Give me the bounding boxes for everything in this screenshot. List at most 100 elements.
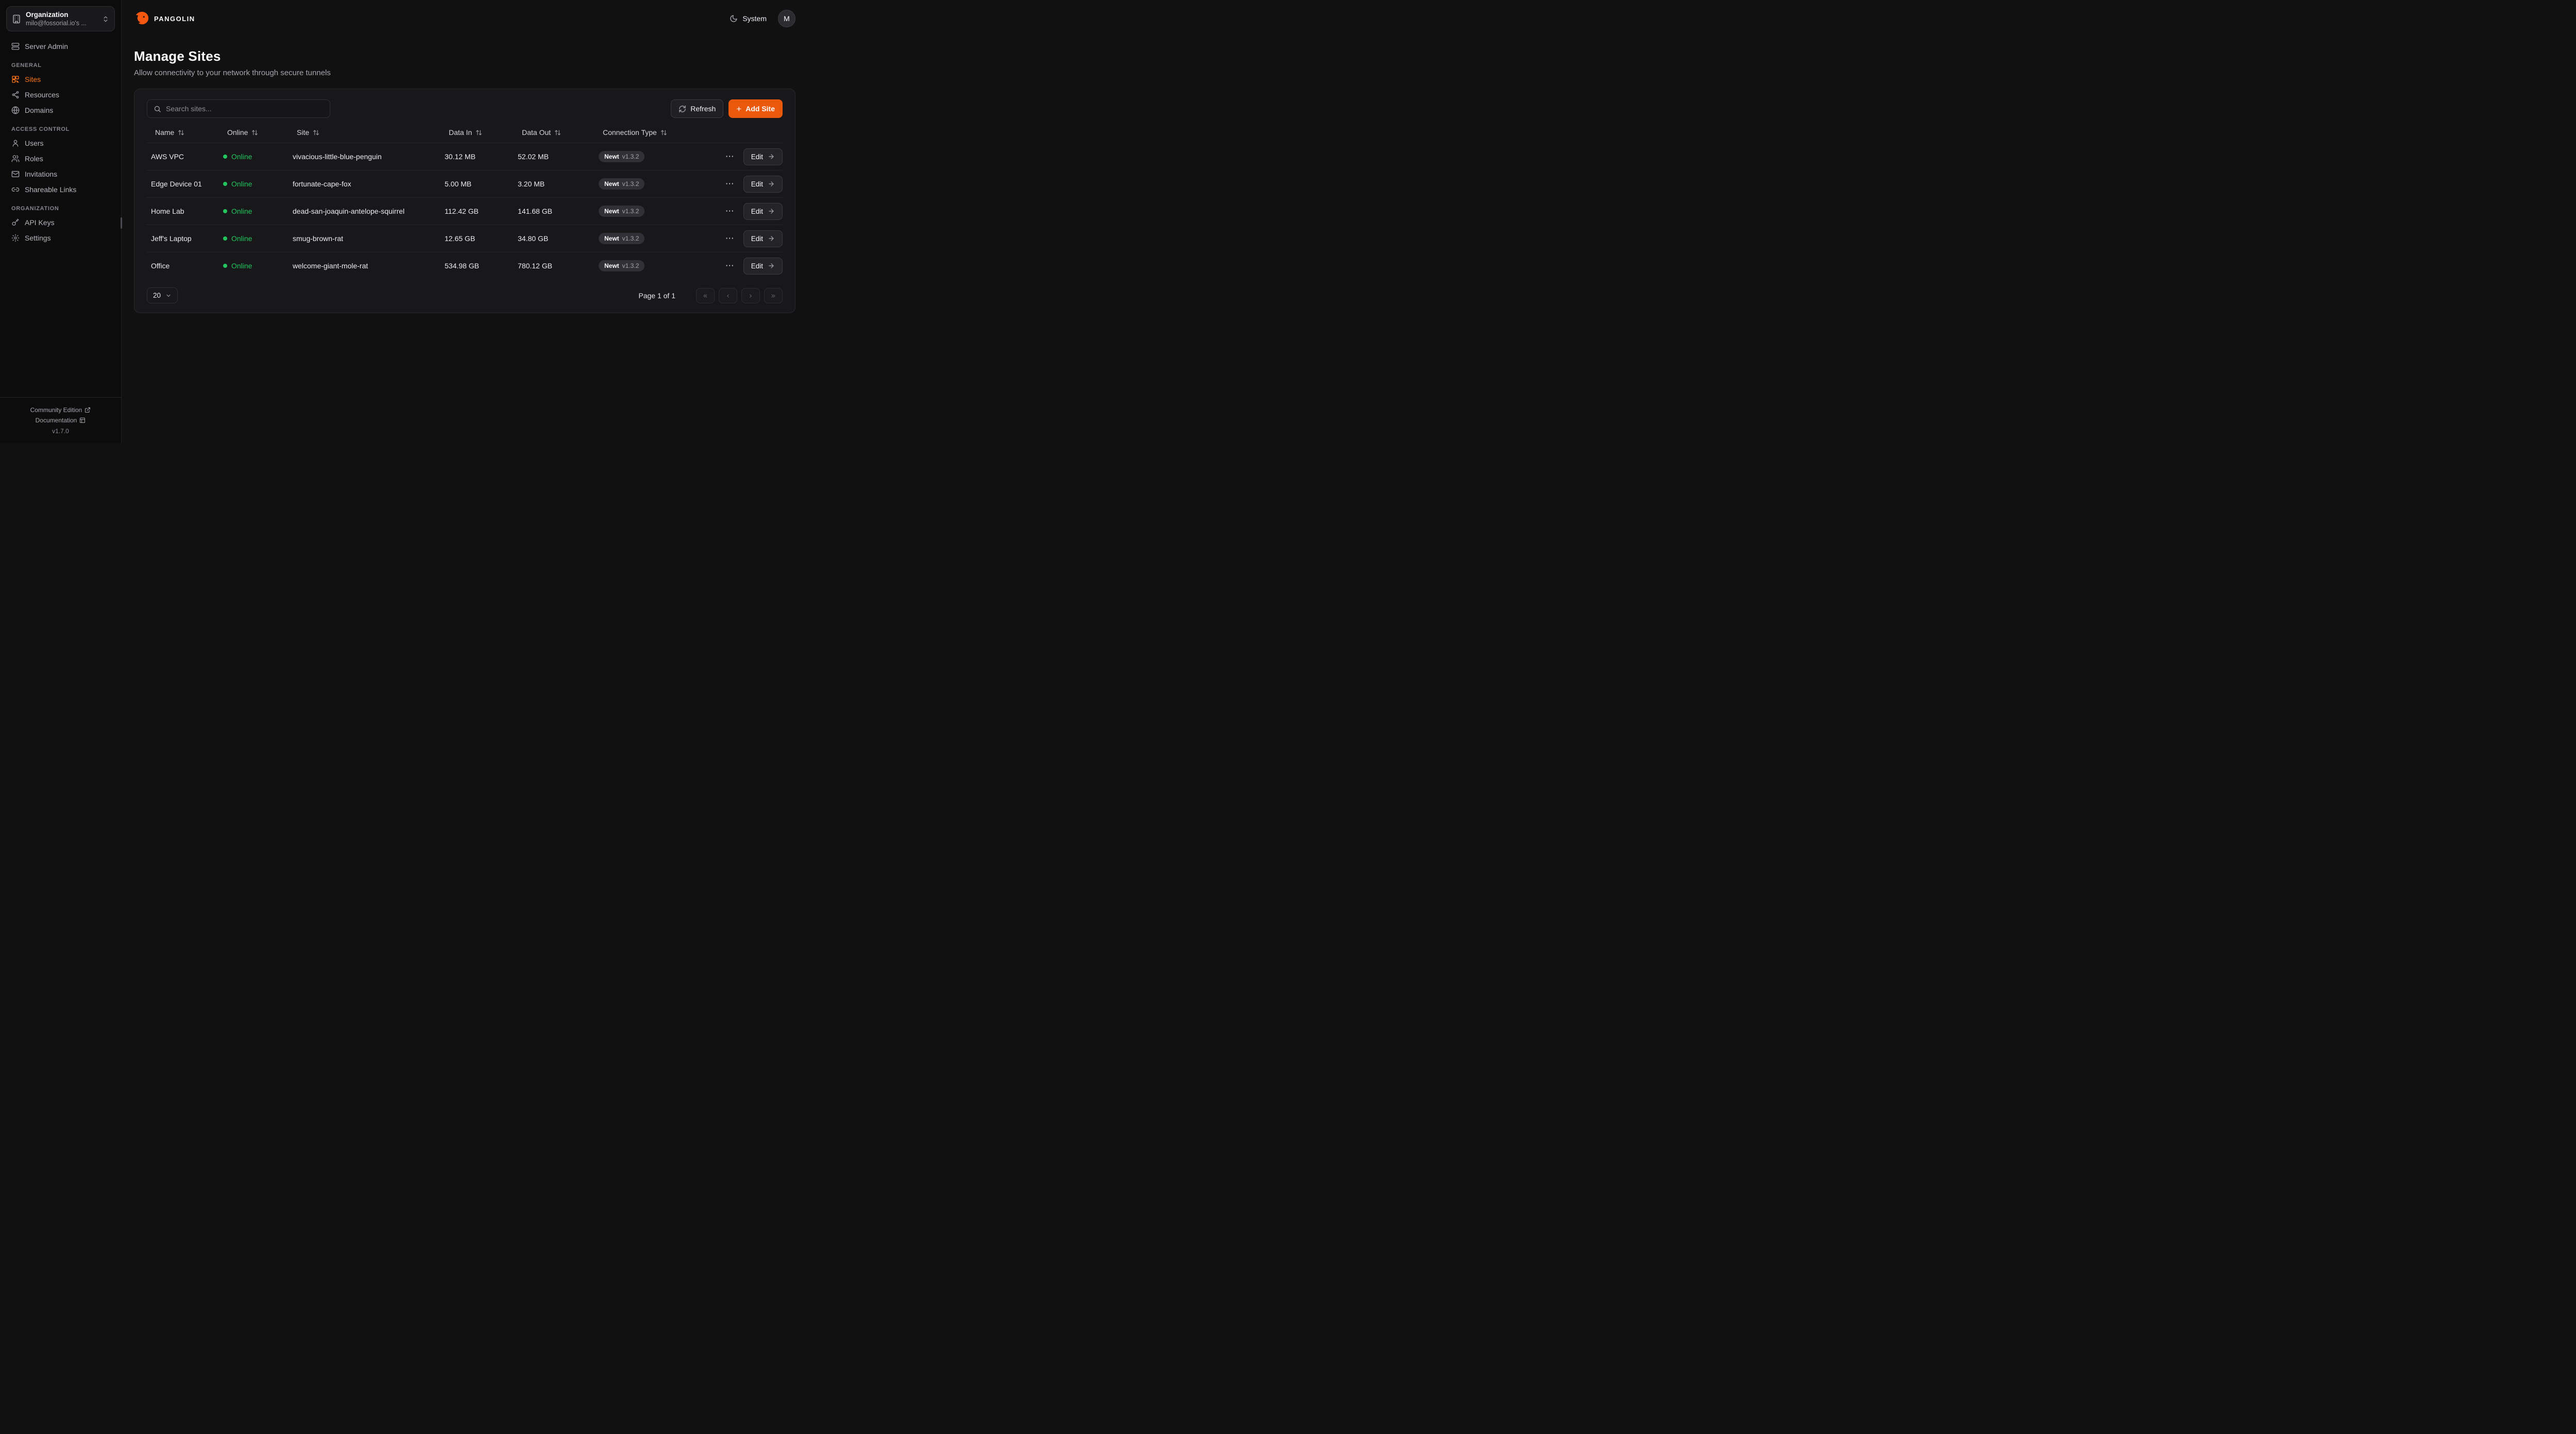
first-page-button[interactable]: « [696,287,715,303]
column-header-online[interactable]: Online [219,128,289,136]
edit-button[interactable]: Edit [743,202,783,220]
chevrons-up-down-icon [102,15,109,23]
search-icon [154,105,161,113]
sidebar-item-users[interactable]: Users [6,135,115,151]
connection-type-cell: Newt v1.3.2 [595,233,718,244]
sidebar-item-label: Shareable Links [25,185,77,194]
row-menu-button[interactable]: ⋯ [723,260,736,272]
pager-buttons: « ‹ › » [696,287,783,303]
gear-icon [11,234,20,242]
online-dot-icon [223,236,227,241]
column-header-data-in[interactable]: Data In [440,128,514,136]
connection-version: v1.3.2 [622,208,639,215]
connection-name: Newt [604,153,619,160]
page-size-select[interactable]: 20 [147,287,178,303]
sidebar-nav: Server Admin GENERAL Sites Resources Dom… [0,38,121,246]
sites-card: Refresh + Add Site Name Online Site [134,89,795,313]
avatar[interactable]: M [778,10,795,27]
column-header-name[interactable]: Name [147,128,219,136]
theme-label: System [742,14,767,23]
sidebar-item-domains[interactable]: Domains [6,103,115,118]
refresh-button[interactable]: Refresh [671,99,724,118]
sidebar-item-settings[interactable]: Settings [6,230,115,246]
site-status: Online [219,234,289,243]
mail-icon [11,170,20,178]
connection-version: v1.3.2 [622,235,639,242]
data-out: 780.12 GB [518,262,552,270]
edit-button[interactable]: Edit [743,257,783,275]
sidebar-item-invitations[interactable]: Invitations [6,166,115,182]
sidebar-item-resources[interactable]: Resources [6,87,115,103]
connection-name: Newt [604,180,619,187]
sidebar-item-server-admin[interactable]: Server Admin [6,39,115,54]
row-menu-button[interactable]: ⋯ [723,178,736,190]
row-menu-button[interactable]: ⋯ [723,232,736,245]
edit-button[interactable]: Edit [743,148,783,165]
org-title: Organization [26,11,69,19]
arrow-right-icon [768,235,775,242]
sidebar-item-label: Resources [25,91,59,99]
waypoints-icon [11,91,20,99]
data-out: 3.20 MB [518,180,545,188]
sort-icon [178,129,184,136]
main-area: PANGOLIN System M Manage Sites Allow con… [122,0,808,443]
sidebar-item-label: Server Admin [25,42,69,50]
add-site-button[interactable]: + Add Site [728,99,783,118]
site-name: Home Lab [151,207,184,215]
next-page-button[interactable]: › [741,287,760,303]
sidebar-item-sites[interactable]: Sites [6,72,115,87]
site-slug: vivacious-little-blue-penguin [293,152,382,161]
page-subtitle: Allow connectivity to your network throu… [134,69,331,77]
external-link-icon [84,407,91,413]
edit-button[interactable]: Edit [743,175,783,193]
column-label: Site [297,128,310,136]
arrow-right-icon [768,153,775,160]
search-input[interactable] [166,105,324,113]
site-slug: welcome-giant-mole-rat [293,262,368,270]
sidebar-item-label: Settings [25,234,51,242]
connection-type-badge: Newt v1.3.2 [599,178,645,190]
row-actions: ⋯ Edit [723,257,783,275]
community-edition-link[interactable]: Community Edition [5,405,116,415]
site-status: Online [219,207,289,215]
connection-type-cell: Newt v1.3.2 [595,151,718,162]
data-in: 534.98 GB [445,262,479,270]
link-icon [11,185,20,194]
sidebar-item-roles[interactable]: Roles [6,151,115,166]
last-page-button[interactable]: » [764,287,783,303]
row-actions: ⋯ Edit [723,202,783,220]
key-icon [11,218,20,227]
org-picker[interactable]: Organization milo@fossorial.io's ... [6,6,115,31]
theme-toggle[interactable]: System [730,14,767,23]
column-header-site[interactable]: Site [289,128,440,136]
column-header-data-out[interactable]: Data Out [514,128,595,136]
sidebar-item-api-keys[interactable]: API Keys [6,215,115,230]
column-header-connection-type[interactable]: Connection Type [595,128,718,136]
connection-version: v1.3.2 [622,180,639,187]
sidebar-item-label: Users [25,139,44,147]
sidebar-resize-handle[interactable] [121,217,122,229]
page-title: Manage Sites [134,48,221,64]
org-picker-text: Organization milo@fossorial.io's ... [26,11,97,27]
row-menu-button[interactable]: ⋯ [723,150,736,163]
documentation-link[interactable]: Documentation [5,415,116,425]
card-footer: 20 Page 1 of 1 « ‹ › » [147,287,783,303]
column-label: Name [155,128,175,136]
app-version: v1.7.0 [52,428,69,435]
edit-label: Edit [751,207,763,215]
edit-label: Edit [751,180,763,188]
brand: PANGOLIN [134,11,195,26]
site-name: Office [151,262,170,270]
sidebar-footer: Community Edition Documentation v1.7.0 [0,397,121,443]
online-label: Online [231,152,252,161]
edit-button[interactable]: Edit [743,230,783,247]
previous-page-button[interactable]: ‹ [719,287,737,303]
sidebar-item-label: API Keys [25,218,55,227]
arrow-right-icon [768,180,775,187]
edit-label: Edit [751,262,763,270]
toolbar-buttons: Refresh + Add Site [671,99,783,118]
row-menu-button[interactable]: ⋯ [723,205,736,217]
connection-version: v1.3.2 [622,153,639,160]
pager: Page 1 of 1 « ‹ › » [638,287,783,303]
sidebar-item-shareable-links[interactable]: Shareable Links [6,182,115,197]
